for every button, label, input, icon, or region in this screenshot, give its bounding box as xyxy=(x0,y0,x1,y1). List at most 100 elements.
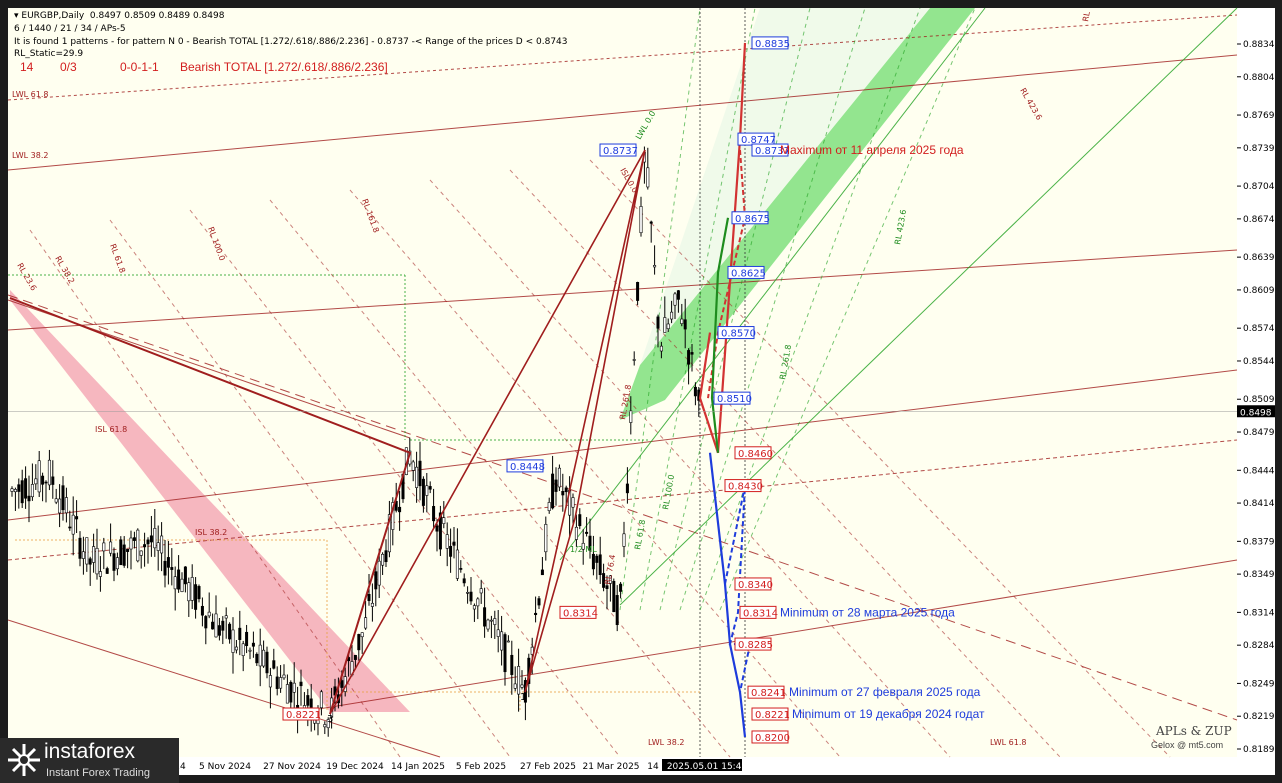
candle-body xyxy=(204,616,208,629)
candle-body xyxy=(292,682,296,693)
candle-body xyxy=(622,533,626,547)
candle-body xyxy=(58,498,62,514)
cursor-time-box xyxy=(662,759,742,771)
candle-body xyxy=(561,491,565,496)
candle-body xyxy=(581,542,585,550)
level-label-4: 0.8625 xyxy=(731,268,766,279)
candle-body xyxy=(639,206,643,234)
y-tick-15: 0.8349 xyxy=(1243,570,1275,580)
candle-body xyxy=(666,323,670,330)
candle-body xyxy=(629,410,633,423)
level-box-16 xyxy=(506,459,544,473)
candle-body xyxy=(44,481,48,484)
candle-body xyxy=(442,517,446,524)
line-label-17: 1/2 ML xyxy=(570,545,597,554)
candle-body xyxy=(187,582,191,602)
x-tick-0: 24 xyxy=(174,762,186,772)
candle-body xyxy=(636,282,640,301)
candle-body xyxy=(126,548,130,552)
candle-body xyxy=(496,629,500,637)
green-fan-1 xyxy=(639,7,756,611)
counter-2: 0/3 xyxy=(60,60,77,74)
candle-body xyxy=(319,691,323,708)
candle-body xyxy=(510,654,514,675)
candle-body xyxy=(326,719,330,729)
candle-body xyxy=(194,584,198,610)
symbol-label: EURGBP,Daily xyxy=(21,11,85,21)
candle-body xyxy=(122,544,126,566)
candle-body xyxy=(64,497,68,514)
candle-body xyxy=(384,550,388,563)
candle-body xyxy=(61,485,65,511)
pattern-legs xyxy=(329,149,646,715)
candle-body xyxy=(92,546,96,563)
candle-body xyxy=(170,567,174,570)
annotation-0: Maximum от 11 апреля 2025 года xyxy=(780,143,964,157)
candle-body xyxy=(649,221,653,224)
candle-body xyxy=(95,548,99,575)
candle-body xyxy=(551,473,555,509)
candle-body xyxy=(340,680,344,688)
y-tick-20: 0.8189 xyxy=(1243,745,1275,755)
candle-body xyxy=(690,352,694,355)
last-price-box xyxy=(1237,405,1275,418)
dashed-fan-6 xyxy=(509,169,1061,758)
candle-body xyxy=(224,615,228,619)
candle-body xyxy=(370,602,374,607)
candle-body xyxy=(676,290,680,300)
candle-body xyxy=(619,583,623,592)
plot-area[interactable] xyxy=(8,8,1237,757)
candle-body xyxy=(282,674,286,679)
y-tick-16: 0.8314 xyxy=(1243,608,1275,618)
line-label-11: LWL 61.8 xyxy=(990,738,1026,747)
annotation-2: Minimum от 27 февраля 2025 года xyxy=(789,685,981,699)
y-tick-3: 0.8739 xyxy=(1243,144,1275,154)
candle-body xyxy=(421,478,425,506)
x-tick-5: 5 Feb 2025 xyxy=(456,762,506,772)
candle-body xyxy=(693,386,697,397)
candles xyxy=(10,146,701,737)
level-label-18: 0.8221 xyxy=(286,710,321,721)
annotation-3: Minimum от 19 декабря 2024 годат xyxy=(792,707,985,721)
y-tick-7: 0.8609 xyxy=(1243,286,1275,296)
level-box-7 xyxy=(734,446,772,460)
counter-3: 0-0-1-1 xyxy=(120,60,159,74)
candle-body xyxy=(459,568,463,570)
signal-label: Bearish TOTAL [1.272/.618/.886/2.236] xyxy=(180,60,388,74)
candle-body xyxy=(398,506,402,513)
y-tick-9: 0.8544 xyxy=(1243,357,1275,367)
candle-body xyxy=(88,558,92,565)
candle-body xyxy=(71,514,75,535)
candle-body xyxy=(272,660,276,669)
y-tick-0: 0.8834 xyxy=(1243,40,1275,50)
y-tick-2: 0.8769 xyxy=(1243,111,1275,121)
candle-body xyxy=(109,541,113,554)
blue-projection-dashed xyxy=(724,485,752,693)
candle-body xyxy=(143,544,147,548)
y-tick-5: 0.8674 xyxy=(1243,215,1275,225)
green-fan-0 xyxy=(619,7,701,611)
line-label-19: ISL 38.2 xyxy=(195,528,227,537)
candle-body xyxy=(574,526,578,540)
price-axis[interactable] xyxy=(1237,8,1275,757)
candle-body xyxy=(34,478,38,485)
candle-body xyxy=(445,534,449,549)
time-axis[interactable] xyxy=(8,757,1275,775)
candle-body xyxy=(183,566,187,585)
y-tick-11: 0.8479 xyxy=(1243,428,1275,438)
dashed-fan-4 xyxy=(349,189,841,758)
candle-body xyxy=(251,642,255,647)
collapse-icon[interactable]: ▾ xyxy=(14,11,19,21)
level-box-13 xyxy=(751,707,789,721)
fan-line-9 xyxy=(619,7,1238,606)
candle-body xyxy=(228,623,232,640)
candle-body xyxy=(432,506,436,522)
level-box-2 xyxy=(751,143,789,157)
level-box-6 xyxy=(713,391,751,405)
candle-body xyxy=(153,528,157,549)
candle-body xyxy=(248,649,252,652)
candle-body xyxy=(663,317,667,333)
y-tick-14: 0.8379 xyxy=(1243,537,1275,547)
candle-body xyxy=(105,568,109,574)
